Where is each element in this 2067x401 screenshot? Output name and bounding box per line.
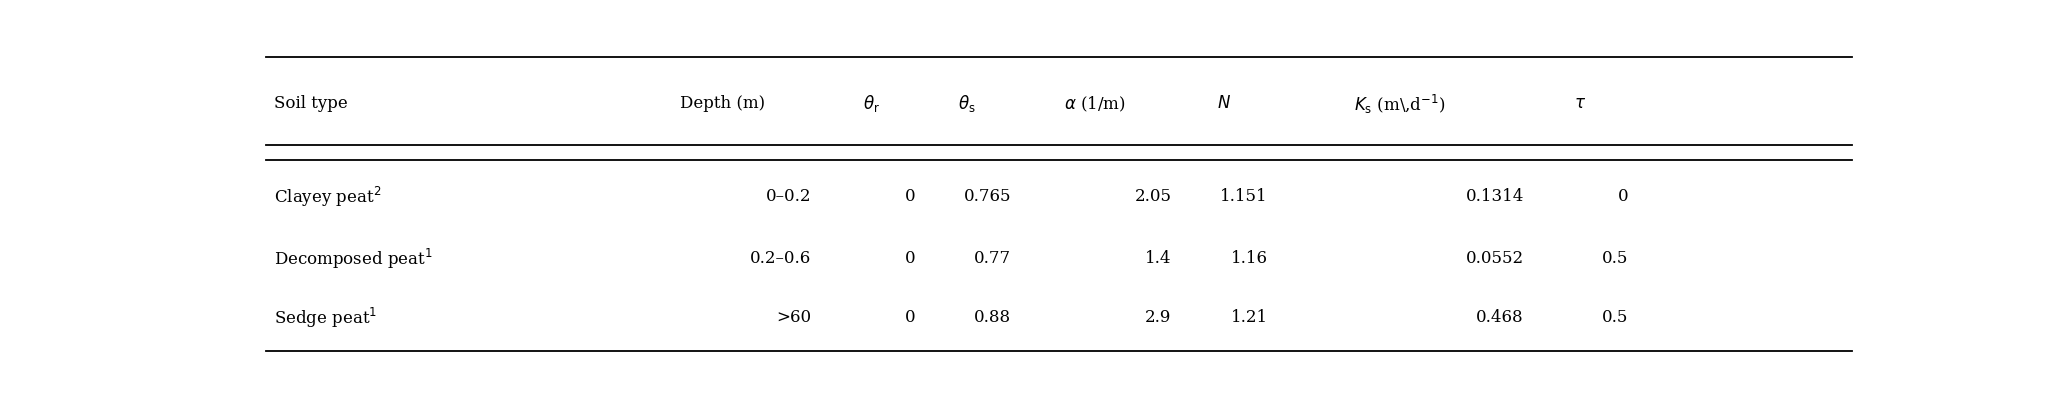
Text: 1.4: 1.4 — [1145, 249, 1172, 267]
Text: >60: >60 — [775, 308, 810, 325]
Text: 0.5: 0.5 — [1602, 308, 1629, 325]
Text: $\alpha$ (1/m): $\alpha$ (1/m) — [1065, 94, 1127, 113]
Text: Depth (m): Depth (m) — [680, 95, 765, 112]
Text: 0: 0 — [1616, 188, 1629, 205]
Text: 1.16: 1.16 — [1230, 249, 1267, 267]
Text: 2.9: 2.9 — [1145, 308, 1172, 325]
Text: Clayey peat$^2$: Clayey peat$^2$ — [275, 184, 382, 209]
Text: Soil type: Soil type — [275, 95, 347, 112]
Text: Sedge peat$^1$: Sedge peat$^1$ — [275, 305, 378, 329]
Text: 0–0.2: 0–0.2 — [765, 188, 810, 205]
Text: Decomposed peat$^1$: Decomposed peat$^1$ — [275, 246, 434, 270]
Text: $\theta_\mathrm{r}$: $\theta_\mathrm{r}$ — [862, 93, 881, 114]
Text: 0: 0 — [905, 188, 916, 205]
Text: 0.88: 0.88 — [974, 308, 1011, 325]
Text: $N$: $N$ — [1217, 95, 1230, 112]
Text: 0: 0 — [905, 308, 916, 325]
Text: 1.21: 1.21 — [1230, 308, 1267, 325]
Text: $\theta_\mathrm{s}$: $\theta_\mathrm{s}$ — [959, 93, 976, 114]
Text: 0.2–0.6: 0.2–0.6 — [750, 249, 810, 267]
Text: 0.0552: 0.0552 — [1466, 249, 1523, 267]
Text: 0: 0 — [905, 249, 916, 267]
Text: $\tau$: $\tau$ — [1573, 95, 1585, 112]
Text: 0.468: 0.468 — [1476, 308, 1523, 325]
Text: 0.765: 0.765 — [963, 188, 1011, 205]
Text: $K_\mathrm{s}$ (m\,d$^{-1}$): $K_\mathrm{s}$ (m\,d$^{-1}$) — [1354, 92, 1445, 115]
Text: 2.05: 2.05 — [1135, 188, 1172, 205]
Text: 1.151: 1.151 — [1220, 188, 1267, 205]
Text: 0.1314: 0.1314 — [1466, 188, 1523, 205]
Text: 0.77: 0.77 — [974, 249, 1011, 267]
Text: 0.5: 0.5 — [1602, 249, 1629, 267]
